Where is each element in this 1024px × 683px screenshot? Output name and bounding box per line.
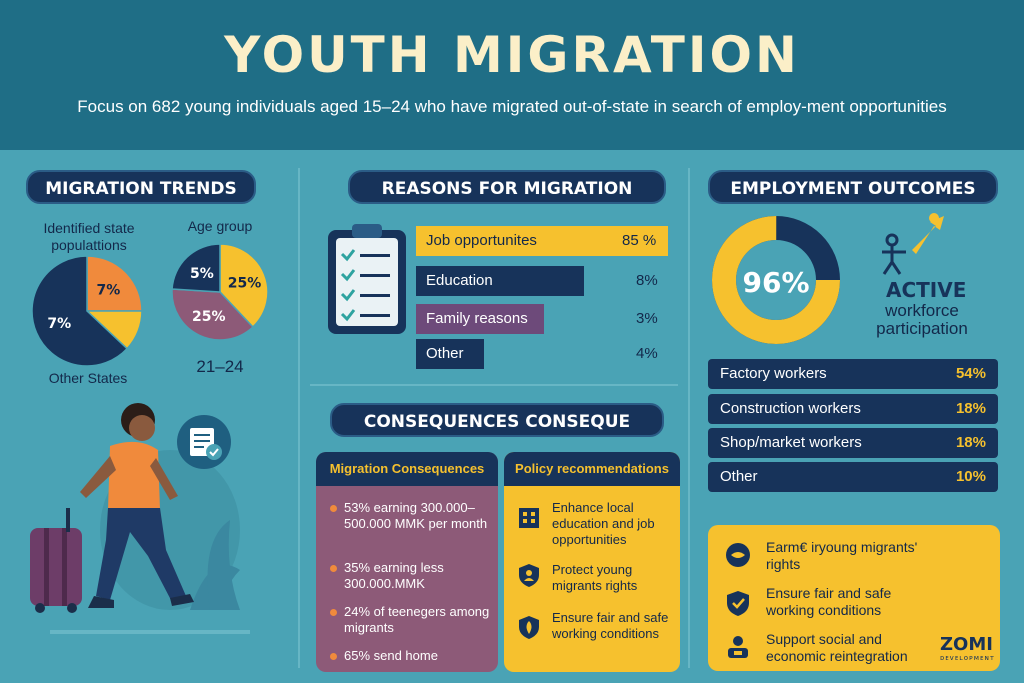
policy-item: Enhance local education and job opportun… (552, 500, 655, 547)
pie-slice (172, 244, 221, 293)
pie-slice (219, 244, 268, 329)
header-banner: YOUTH MIGRATION Focus on 682 young indiv… (0, 0, 1024, 150)
pie1-bottom-label: Other States (48, 370, 128, 386)
reason-value-family: 3% (636, 310, 658, 327)
reason-value-education: 8% (636, 272, 658, 289)
pie-slice (86, 256, 142, 312)
reason-value-other: 4% (636, 345, 658, 362)
pie-slice-label: 7% (47, 316, 71, 332)
policy-item: Ensure fair and safe working conditions (552, 610, 669, 641)
pie-slice-label: 25% (228, 275, 262, 291)
pie-slice (32, 256, 129, 366)
employment-value: 18% (955, 400, 986, 417)
logo-text: ZOMI (940, 634, 993, 655)
zomi-logo: ZOMI ᴅᴇᴠᴇʟᴏᴘᴍᴇɴᴛ (940, 636, 1004, 666)
consequence-item: 35% earning less 300.000.MMK (330, 560, 490, 592)
column-divider-left (298, 168, 300, 668)
employment-label: Construction workers (720, 400, 861, 417)
policy-recommendations-card: Policy recommendations Enhance local edu… (504, 452, 680, 672)
recommendation-item: Support social and economic reintegratio… (766, 631, 908, 664)
employment-label: Shop/market workers (720, 434, 862, 451)
recommendation-item: Earm€ iryoung migrants' rights (766, 539, 918, 572)
employment-row-other: Other 10% (708, 462, 998, 492)
employment-value: 10% (955, 468, 986, 485)
employment-heading: EMPLOYMENT OUTCOMES (708, 170, 998, 204)
page-title: YOUTH MIGRATION (224, 26, 800, 84)
active-workforce-subtitle: workforce participation (876, 301, 968, 338)
pie-slice-label: 25% (192, 309, 226, 325)
consequence-item: 53% earning 300.000–500.000 MMK per mont… (330, 500, 490, 532)
recommendations-box: Earm€ iryoung migrants' rights Ensure fa… (708, 525, 1000, 671)
row-divider-middle (310, 384, 678, 386)
consequences-heading: CONSEQUENCES CONSEQUE (330, 403, 664, 437)
consequence-item: 65% send home (330, 648, 490, 664)
pie2-top-label: Age group (187, 218, 253, 234)
donut-fill (712, 216, 840, 344)
column-divider-right (688, 168, 690, 668)
pie-chart-states: 7% 7% (32, 256, 142, 366)
recommendation-item: Ensure fair and safe working conditions (766, 585, 892, 618)
pie-slice (172, 288, 254, 340)
active-workforce-title: ACTIVE (886, 278, 967, 302)
pie1-top-label: Identified state populattions (43, 220, 135, 253)
employment-value: 18% (955, 434, 986, 451)
reason-bar-other: Other (416, 339, 484, 369)
employment-row-construction: Construction workers 18% (708, 394, 998, 424)
migration-consequences-card: Migration Consequences 53% earning 300.0… (316, 452, 498, 672)
donut-value: 96% (742, 266, 810, 299)
logo-subtext: ᴅᴇᴠᴇʟᴏᴘᴍᴇɴᴛ (940, 654, 995, 662)
reason-bar-family: Family reasons (416, 304, 544, 334)
donut-chart-employment (712, 216, 840, 344)
consequence-item: 24% of teenegers among migrants (330, 604, 490, 636)
pie-chart-age-group: 25% 25% 5% (172, 244, 268, 340)
policy-recommendations-title: Policy recommendations (504, 452, 680, 486)
building-icon (519, 508, 539, 528)
employment-row-factory: Factory workers 54% (708, 359, 998, 389)
reason-bar-education: Education (416, 266, 584, 296)
migration-consequences-title: Migration Consequences (316, 452, 498, 486)
employment-value: 54% (955, 365, 986, 382)
community-icon (728, 636, 748, 658)
shield-leaf-icon (519, 616, 539, 639)
page-subtitle: Focus on 682 young individuals aged 15–2… (77, 97, 947, 116)
employment-label: Other (720, 468, 758, 485)
reason-value-job: 85 % (622, 232, 657, 249)
policy-item: Protect young migrants rights (552, 562, 638, 593)
traveler-with-suitcase-illustration (30, 403, 250, 634)
checklist-clipboard-icon (328, 224, 406, 334)
shield-person-icon (519, 564, 539, 587)
migration-trends-heading: MIGRATION TRENDS (26, 170, 256, 204)
handshake-icon (726, 543, 750, 567)
document-check-icon (177, 415, 231, 469)
employment-row-shop: Shop/market workers 18% (708, 428, 998, 458)
reason-bar-job: Job opportunites (416, 226, 668, 256)
pie2-bottom-label: 21–24 (196, 357, 244, 376)
shield-icon (727, 591, 749, 616)
pie-slice-label: 7% (96, 283, 120, 299)
reasons-heading: REASONS FOR MIGRATION (348, 170, 666, 204)
climbing-arrow-icon (882, 213, 944, 275)
pie-slice-label: 5% (190, 266, 214, 282)
employment-label: Factory workers (720, 365, 827, 382)
